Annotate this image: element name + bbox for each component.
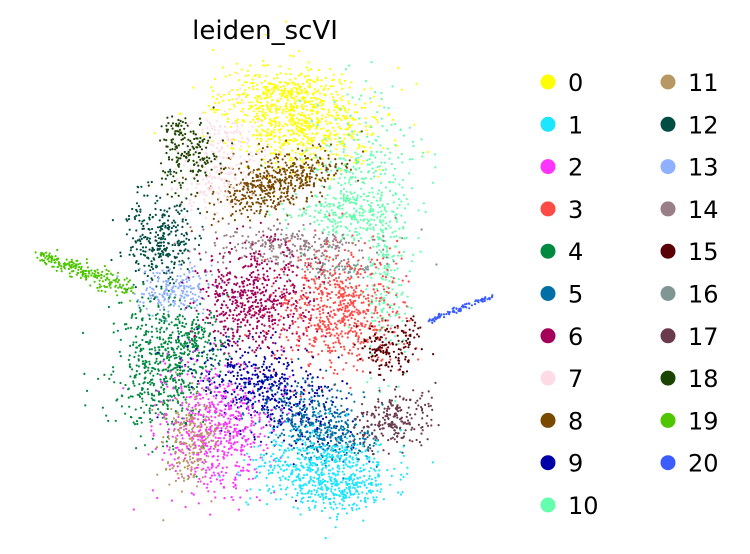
legend-marker-11	[660, 74, 676, 90]
legend-label-0: 0	[568, 69, 583, 97]
legend-label-5: 5	[568, 281, 583, 309]
legend-label-10: 10	[568, 492, 599, 520]
legend-marker-19	[660, 412, 676, 428]
legend-marker-8	[540, 412, 556, 428]
legend-label-14: 14	[688, 196, 719, 224]
legend-label-20: 20	[688, 450, 719, 478]
legend-marker-15	[660, 243, 676, 259]
legend-marker-16	[660, 286, 676, 301]
legend-label-7: 7	[568, 365, 583, 393]
legend-marker-6	[540, 328, 556, 344]
legend-marker-14	[660, 201, 676, 217]
legend-marker-18	[660, 370, 676, 386]
legend-marker-1	[540, 116, 556, 132]
legend-marker-17	[660, 328, 676, 344]
legend-label-1: 1	[568, 111, 583, 139]
legend-marker-20	[660, 455, 676, 471]
legend-label-15: 15	[688, 238, 719, 266]
legend-marker-0	[540, 74, 556, 90]
legend-label-18: 18	[688, 365, 719, 393]
legend-label-2: 2	[568, 154, 583, 182]
legend-marker-13	[660, 159, 676, 175]
legend-label-4: 4	[568, 238, 583, 266]
legend-label-19: 19	[688, 407, 719, 435]
legend-label-13: 13	[688, 154, 719, 182]
scatter-points	[34, 20, 494, 540]
legend-label-17: 17	[688, 323, 719, 351]
legend-marker-12	[660, 116, 676, 132]
legend-label-16: 16	[688, 281, 719, 309]
legend-marker-7	[540, 370, 556, 386]
legend-label-3: 3	[568, 196, 583, 224]
legend-marker-9	[540, 455, 556, 471]
legend-marker-2	[540, 159, 556, 175]
legend-label-9: 9	[568, 450, 583, 478]
legend-label-8: 8	[568, 407, 583, 435]
legend-label-12: 12	[688, 111, 719, 139]
legend-label-6: 6	[568, 323, 583, 351]
legend-marker-10	[540, 497, 556, 513]
legend-marker-4	[540, 243, 556, 259]
legend-label-11: 11	[688, 69, 719, 97]
chart-title: leiden_scVI	[192, 16, 338, 46]
legend-marker-5	[540, 286, 556, 301]
legend-marker-3	[540, 201, 556, 217]
